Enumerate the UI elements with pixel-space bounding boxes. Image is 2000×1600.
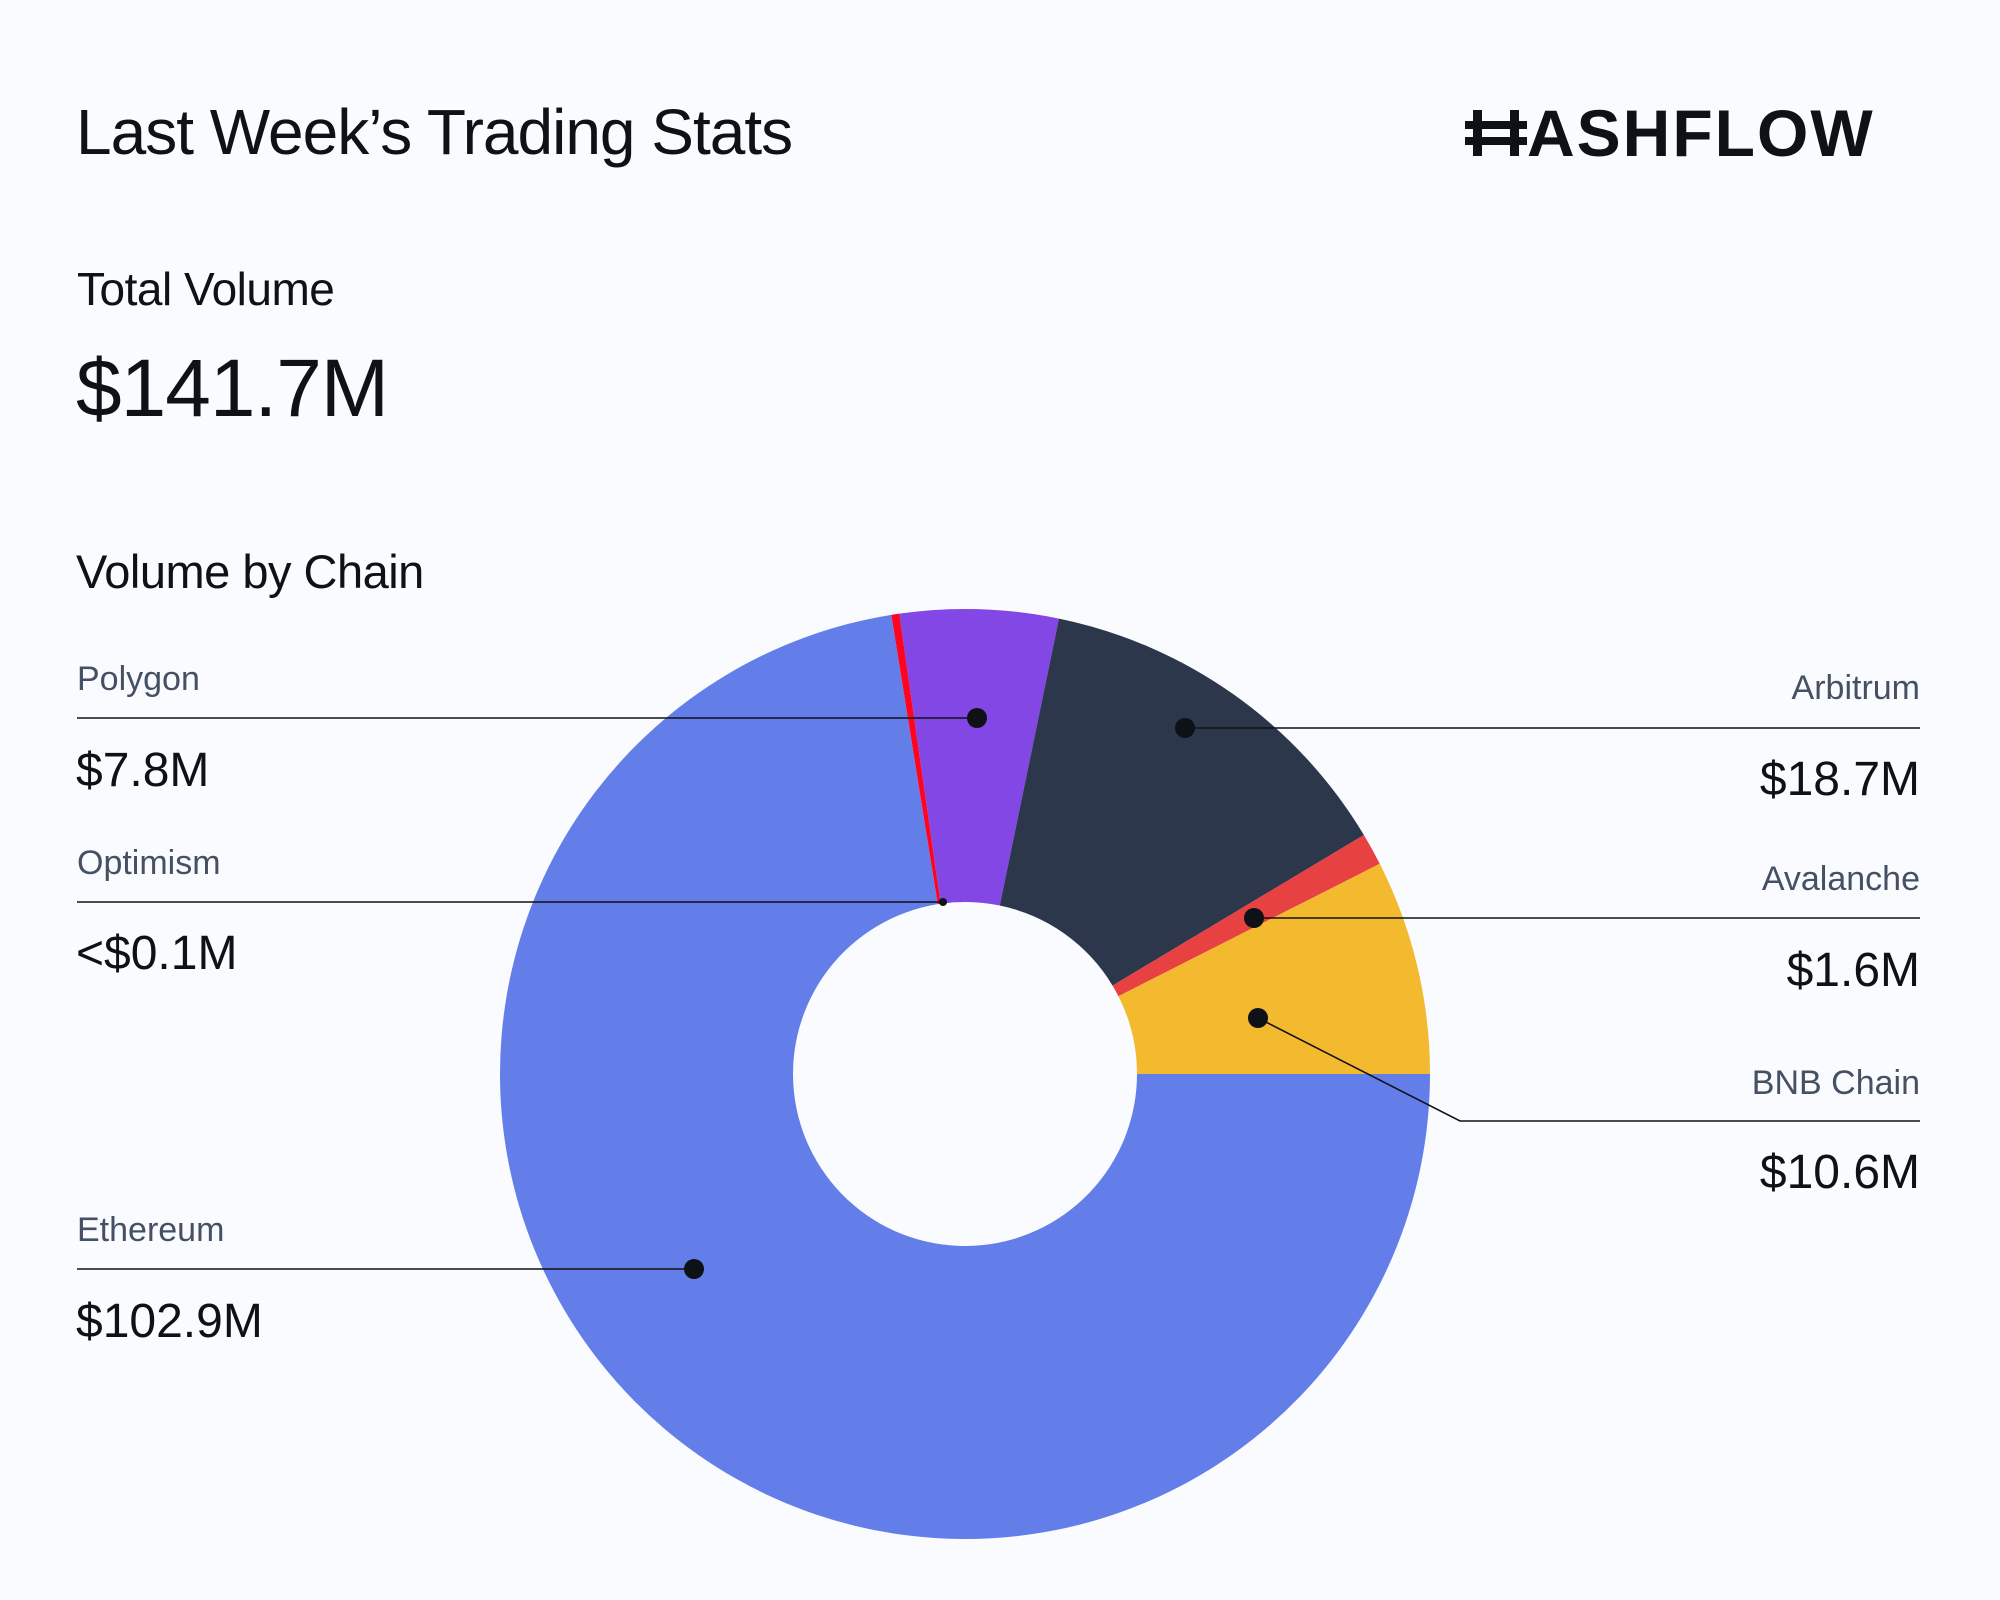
- hashflow-logo: ASHFLOW: [1465, 100, 1875, 166]
- callout-dot-optimism: [939, 898, 947, 906]
- callout-dot-bnb-chain: [1248, 1008, 1268, 1028]
- slice-optimism: [891, 613, 941, 905]
- hash-logo-icon: [1465, 110, 1527, 156]
- total-volume-value: $141.7M: [76, 343, 389, 434]
- label-polygon: Polygon: [77, 660, 200, 698]
- slice-bnb-chain: [1118, 863, 1430, 1074]
- callout-dot-ethereum: [684, 1259, 704, 1279]
- label-avalanche: Avalanche: [1761, 860, 1920, 898]
- value-avalanche: $1.6M: [1786, 944, 1920, 997]
- value-ethereum: $102.9M: [76, 1295, 263, 1348]
- value-arbitrum: $18.7M: [1759, 753, 1920, 806]
- label-optimism: Optimism: [77, 844, 221, 882]
- slice-arbitrum: [999, 618, 1364, 986]
- label-bnb-chain: BNB Chain: [1751, 1064, 1920, 1102]
- callout-dot-arbitrum: [1175, 718, 1195, 738]
- callout-dot-polygon: [967, 708, 987, 728]
- total-volume-label: Total Volume: [77, 263, 335, 315]
- page-title: Last Week’s Trading Stats: [76, 96, 793, 168]
- slice-ethereum: [500, 614, 1430, 1539]
- label-ethereum: Ethereum: [77, 1211, 225, 1249]
- logo-text: ASHFLOW: [1527, 96, 1875, 170]
- chart-title: Volume by Chain: [76, 545, 424, 598]
- value-optimism: <$0.1M: [76, 927, 238, 980]
- slice-polygon: [899, 609, 1059, 906]
- callout-line-bnb-chain: [1257, 1017, 1920, 1122]
- value-polygon: $7.8M: [76, 744, 210, 797]
- value-bnb-chain: $10.6M: [1759, 1146, 1920, 1199]
- label-arbitrum: Arbitrum: [1791, 669, 1920, 707]
- callout-dot-avalanche: [1244, 908, 1264, 928]
